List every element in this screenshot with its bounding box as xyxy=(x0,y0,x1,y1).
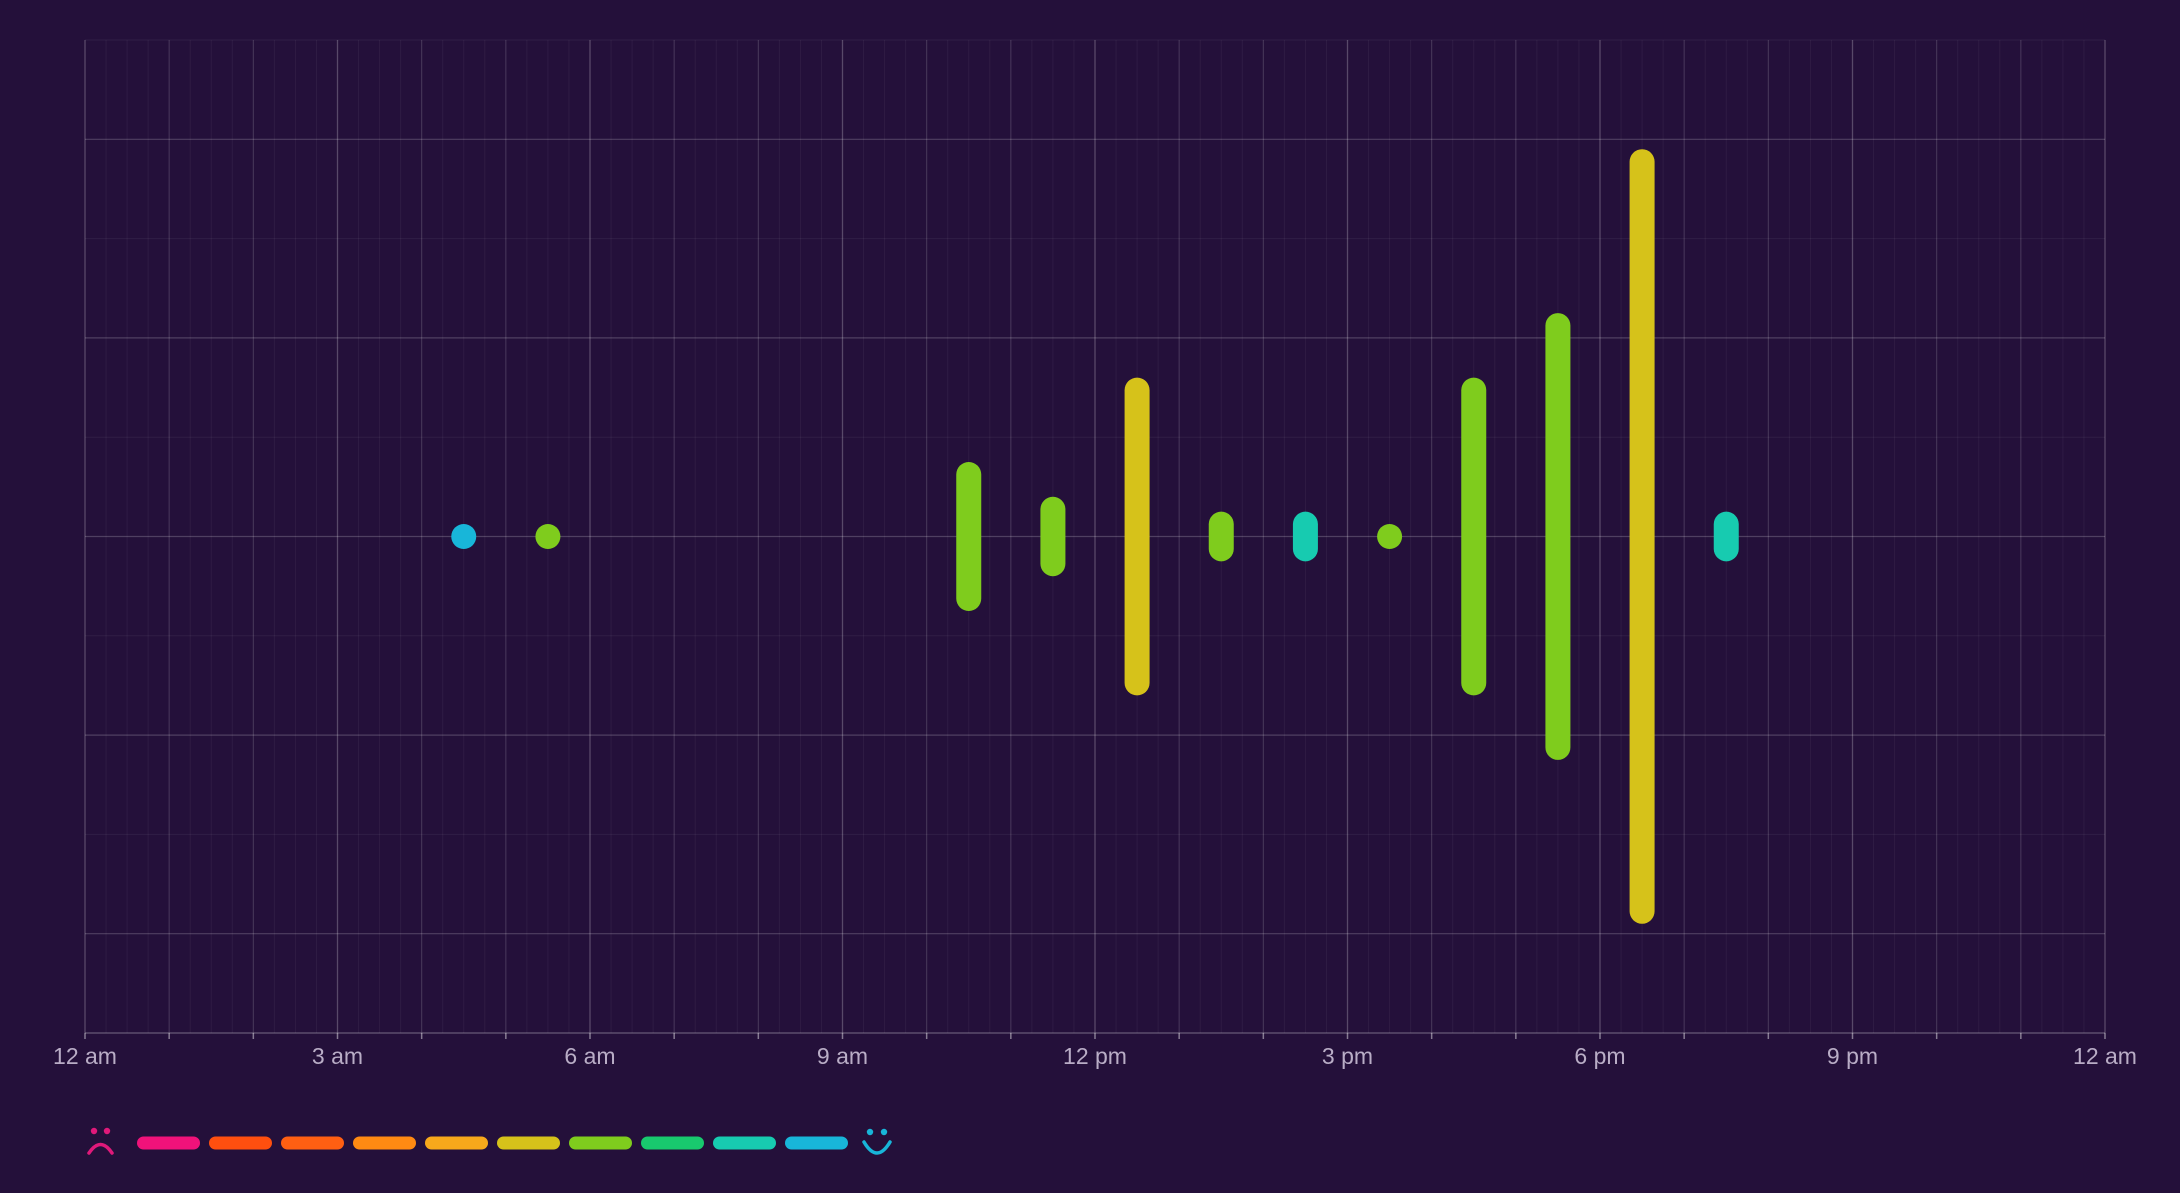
mood-scale-swatch xyxy=(569,1136,632,1150)
sad-face-icon xyxy=(87,1127,114,1155)
mood-bar xyxy=(1040,496,1066,577)
mood-bar xyxy=(1208,511,1234,562)
mood-bar xyxy=(535,524,561,549)
mood-scale-swatch xyxy=(137,1136,200,1150)
x-tick-label: 6 pm xyxy=(1574,1043,1625,1069)
bars xyxy=(451,149,1739,924)
x-tick-label: 9 am xyxy=(817,1043,868,1069)
happy-face-icon xyxy=(862,1128,892,1155)
sad-face-eye xyxy=(90,1127,98,1135)
x-axis: 12 am 3 am 6 am 9 am 12 pm 3 pm 6 pm 9 pm 12 am xyxy=(53,1032,2137,1069)
mood-scale-swatch xyxy=(497,1136,560,1150)
x-tick-label: 9 pm xyxy=(1827,1043,1878,1069)
mood-legend xyxy=(87,1127,892,1155)
mood-scale-swatch xyxy=(713,1136,776,1150)
x-tick-label: 6 am xyxy=(564,1043,615,1069)
mood-scale-swatch xyxy=(641,1136,704,1150)
mood-bar xyxy=(451,524,477,549)
mood-scale-swatch xyxy=(209,1136,272,1150)
mood-bar xyxy=(1629,149,1655,924)
grid xyxy=(84,39,2106,1034)
x-tick-label: 3 am xyxy=(312,1043,363,1069)
mood-bar xyxy=(1545,313,1571,760)
x-tick-label: 3 pm xyxy=(1322,1043,1373,1069)
mood-scale-swatch xyxy=(785,1136,848,1150)
happy-face-eye xyxy=(866,1128,874,1136)
mood-bar xyxy=(1461,377,1487,696)
mood-bar xyxy=(1292,511,1318,562)
mood-bar xyxy=(1124,377,1150,696)
x-tick-label: 12 am xyxy=(2073,1043,2137,1069)
mood-bar xyxy=(956,462,982,611)
x-tick-label: 12 pm xyxy=(1063,1043,1127,1069)
happy-face-mouth xyxy=(862,1140,892,1155)
mood-scale-swatch xyxy=(353,1136,416,1150)
mood-bar xyxy=(1713,511,1739,562)
mood-scale-swatch xyxy=(425,1136,488,1150)
sad-face-mouth xyxy=(87,1142,114,1155)
x-tick-label: 12 am xyxy=(53,1043,117,1069)
mood-bar xyxy=(1377,524,1403,549)
mood-scale-swatch xyxy=(281,1136,344,1150)
sad-face-eye xyxy=(103,1127,111,1135)
happy-face-eye xyxy=(880,1128,888,1136)
